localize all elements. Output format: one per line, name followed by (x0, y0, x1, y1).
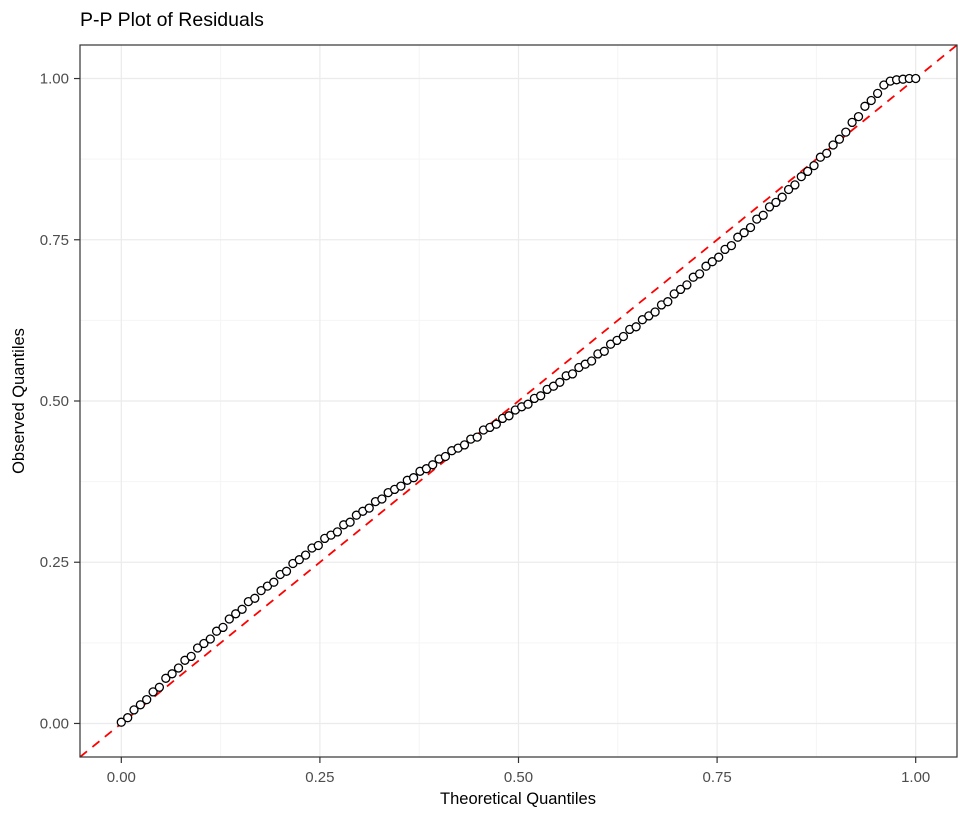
scatter-points (116, 73, 921, 727)
x-axis-title: Theoretical Quantiles (440, 790, 596, 808)
data-point (777, 192, 787, 202)
data-point (332, 527, 343, 537)
data-point (428, 460, 438, 470)
data-point (567, 369, 578, 379)
data-point (911, 73, 921, 84)
data-point (192, 643, 203, 653)
data-point (129, 705, 139, 715)
data-point (847, 117, 857, 128)
x-tick-labels: 0.00 0.25 0.50 0.75 1.00 (107, 769, 931, 786)
data-point (294, 555, 304, 565)
data-point (300, 550, 311, 560)
data-point (224, 614, 234, 624)
x-tick-label: 0.25 (305, 769, 334, 786)
data-point (205, 634, 215, 644)
data-point (682, 280, 692, 290)
data-point (834, 134, 845, 144)
data-point (599, 346, 609, 356)
data-point (142, 694, 152, 705)
data-point (726, 240, 737, 251)
data-point (790, 180, 800, 190)
data-point (135, 700, 146, 710)
reference-line (79, 44, 958, 758)
data-point (116, 717, 126, 727)
y-tick-label: 0.00 (40, 715, 69, 732)
data-point (523, 399, 533, 409)
data-point (408, 473, 419, 483)
data-point (733, 232, 743, 242)
data-point (669, 289, 679, 299)
data-point (860, 101, 870, 111)
axis-ticks (74, 77, 917, 763)
data-point (199, 638, 209, 649)
data-point (555, 377, 565, 387)
data-point (841, 127, 851, 137)
data-point (853, 111, 864, 122)
data-point (396, 481, 406, 491)
data-point (707, 257, 717, 267)
data-point (281, 566, 292, 576)
x-tick-label: 0.00 (107, 769, 136, 786)
data-point (345, 517, 355, 527)
data-point (148, 687, 158, 697)
data-point (154, 682, 165, 692)
data-point (364, 503, 374, 513)
data-point (745, 222, 756, 233)
data-point (161, 673, 171, 683)
data-point (504, 411, 514, 421)
y-tick-label: 1.00 (40, 71, 69, 88)
data-point (663, 297, 673, 307)
data-point (803, 166, 813, 177)
data-point (269, 577, 279, 587)
y-tick-label: 0.25 (40, 554, 69, 571)
data-point (694, 269, 705, 279)
data-point (675, 284, 686, 295)
data-point (783, 184, 794, 195)
data-point (796, 171, 806, 182)
data-point (866, 95, 876, 106)
data-point (822, 148, 832, 158)
data-point (313, 540, 323, 551)
x-tick-label: 0.50 (504, 769, 533, 786)
data-point (231, 609, 241, 619)
data-point (536, 391, 546, 401)
data-point (123, 713, 133, 723)
data-point (440, 451, 451, 462)
y-tick-label: 0.50 (40, 393, 69, 410)
y-tick-label: 0.75 (40, 232, 69, 249)
data-point (828, 140, 838, 150)
data-point (377, 494, 387, 504)
data-point (237, 604, 247, 614)
x-tick-label: 0.75 (702, 769, 731, 786)
data-point (764, 202, 775, 212)
data-point (586, 356, 597, 366)
data-point (714, 252, 724, 262)
data-point (250, 593, 260, 603)
data-point (167, 669, 177, 679)
data-point (491, 419, 501, 429)
data-point (771, 197, 781, 208)
major-gridlines (80, 45, 957, 757)
data-point (256, 585, 266, 596)
data-point (173, 663, 184, 673)
data-point (186, 651, 196, 662)
data-point (459, 440, 470, 450)
data-point (701, 261, 711, 271)
y-axis-title: Observed Quantiles (10, 328, 28, 474)
data-point (631, 322, 641, 332)
data-point (618, 331, 629, 342)
data-point (218, 622, 228, 633)
data-point (739, 228, 749, 238)
data-point (758, 210, 768, 220)
data-point (872, 88, 883, 99)
y-tick-labels: 0.00 0.25 0.50 0.75 1.00 (40, 71, 69, 733)
chart-title: P-P Plot of Residuals (80, 9, 264, 31)
data-point (650, 307, 660, 317)
data-point (809, 160, 819, 171)
data-point (472, 432, 482, 442)
x-tick-label: 1.00 (901, 769, 930, 786)
